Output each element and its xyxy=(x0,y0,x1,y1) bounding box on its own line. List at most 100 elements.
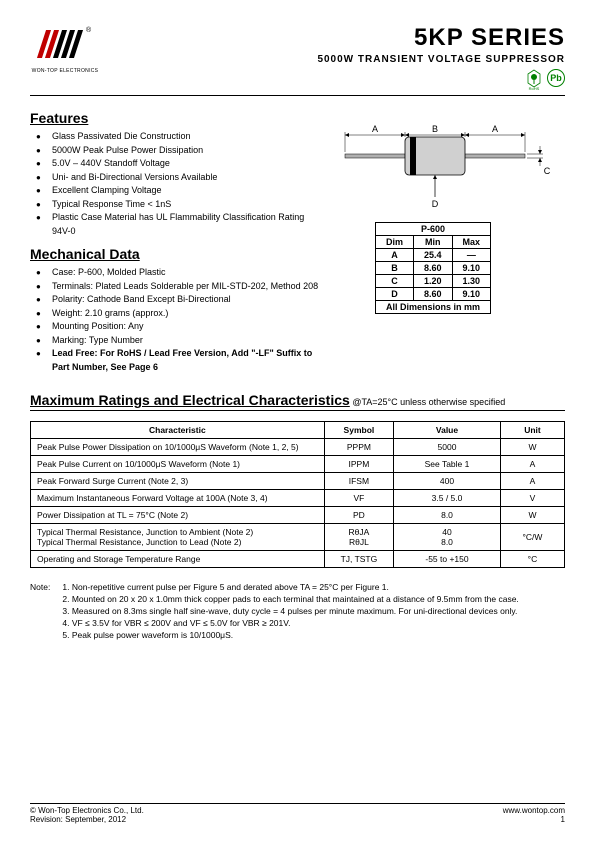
char-cell: Maximum Instantaneous Forward Voltage at… xyxy=(31,490,325,507)
pb-free-icon: Pb xyxy=(547,69,565,87)
dimension-table: P-600 Dim Min Max A25.4— B8.609.10 C1.20… xyxy=(375,222,491,314)
svg-text:RoHS: RoHS xyxy=(529,86,540,91)
char-header: Unit xyxy=(500,422,564,439)
char-cell: 400 xyxy=(394,473,501,490)
mechanical-item: Case: P-600, Molded Plastic xyxy=(36,266,325,280)
char-cell: IFSM xyxy=(324,473,393,490)
char-row: Peak Pulse Current on 10/1000μS Waveform… xyxy=(31,456,565,473)
dim-cell: 8.60 xyxy=(414,262,453,275)
svg-text:C: C xyxy=(544,166,551,176)
dim-header: Min xyxy=(414,236,453,249)
copyright: © Won-Top Electronics Co., Ltd. xyxy=(30,806,144,815)
char-cell: W xyxy=(500,507,564,524)
char-cell: TJ, TSTG xyxy=(324,551,393,568)
char-cell: Typical Thermal Resistance, Junction to … xyxy=(31,524,325,551)
mechanical-item: Mounting Position: Any xyxy=(36,320,325,334)
mechanical-item: Polarity: Cathode Band Except Bi-Directi… xyxy=(36,293,325,307)
char-cell: 40 8.0 xyxy=(394,524,501,551)
page-footer: © Won-Top Electronics Co., Ltd. Revision… xyxy=(30,803,565,824)
mechanical-leadfree: Lead Free: For RoHS / Lead Free Version,… xyxy=(36,347,325,374)
dim-cell: 1.20 xyxy=(414,275,453,288)
char-cell: 8.0 xyxy=(394,507,501,524)
char-cell: PPPM xyxy=(324,439,393,456)
char-title: Maximum Ratings and Electrical Character… xyxy=(30,392,350,408)
dim-cell: D xyxy=(376,288,414,301)
note-item: 2. Mounted on 20 x 20 x 1.0mm thick copp… xyxy=(62,594,518,604)
feature-item: Glass Passivated Die Construction xyxy=(36,130,325,144)
char-cell: Peak Pulse Power Dissipation on 10/1000μ… xyxy=(31,439,325,456)
feature-item: Typical Response Time < 1nS xyxy=(36,198,325,212)
title-block: 5KP SERIES 5000W TRANSIENT VOLTAGE SUPPR… xyxy=(317,24,565,93)
note-item: 5. Peak pulse power waveform is 10/1000μ… xyxy=(62,630,233,640)
mechanical-item: Weight: 2.10 grams (approx.) xyxy=(36,307,325,321)
char-cell: W xyxy=(500,439,564,456)
char-row: Typical Thermal Resistance, Junction to … xyxy=(31,524,565,551)
char-cell: °C/W xyxy=(500,524,564,551)
char-row: Peak Forward Surge Current (Note 2, 3)IF… xyxy=(31,473,565,490)
page-header: ® WON-TOP ELECTRONICS 5KP SERIES 5000W T… xyxy=(30,24,565,93)
feature-item: 5000W Peak Pulse Power Dissipation xyxy=(36,144,325,158)
features-list: Glass Passivated Die Construction 5000W … xyxy=(30,130,325,238)
char-cell: VF xyxy=(324,490,393,507)
char-cell: Operating and Storage Temperature Range xyxy=(31,551,325,568)
footer-rule xyxy=(30,803,565,804)
notes-block: Note: 1. Non-repetitive current pulse pe… xyxy=(30,582,565,641)
char-cell: A xyxy=(500,456,564,473)
feature-item: Uni- and Bi-Directional Versions Availab… xyxy=(36,171,325,185)
note-item: 1. Non-repetitive current pulse per Figu… xyxy=(62,582,389,592)
char-row: Maximum Instantaneous Forward Voltage at… xyxy=(31,490,565,507)
char-condition: @TA=25°C unless otherwise specified xyxy=(352,397,505,407)
dim-cell: 9.10 xyxy=(452,288,491,301)
compliance-icons: RoHS Pb xyxy=(317,69,565,93)
char-header: Symbol xyxy=(324,422,393,439)
company-logo: ® WON-TOP ELECTRONICS xyxy=(30,24,100,72)
char-header: Value xyxy=(394,422,501,439)
svg-text:®: ® xyxy=(86,26,92,34)
char-cell: V xyxy=(500,490,564,507)
dim-footer: All Dimensions in mm xyxy=(376,301,491,314)
char-row: Power Dissipation at TL = 75°C (Note 2)P… xyxy=(31,507,565,524)
char-cell: RθJA RθJL xyxy=(324,524,393,551)
char-cell: 5000 xyxy=(394,439,501,456)
revision: Revision: September, 2012 xyxy=(30,815,126,824)
notes-label: Note: xyxy=(30,582,60,594)
char-row: Operating and Storage Temperature RangeT… xyxy=(31,551,565,568)
dim-cell: 25.4 xyxy=(414,249,453,262)
char-rule xyxy=(30,410,565,411)
footer-right: www.wontop.com 1 xyxy=(503,806,565,824)
footer-url: www.wontop.com xyxy=(503,806,565,815)
char-cell: 3.5 / 5.0 xyxy=(394,490,501,507)
char-cell: A xyxy=(500,473,564,490)
notes-body: 1. Non-repetitive current pulse per Figu… xyxy=(62,582,552,641)
series-title: 5KP SERIES xyxy=(317,24,565,52)
char-header: Characteristic xyxy=(31,422,325,439)
dim-cell: A xyxy=(376,249,414,262)
svg-text:D: D xyxy=(432,199,439,209)
characteristics-section: Maximum Ratings and Electrical Character… xyxy=(30,392,565,568)
char-cell: Peak Forward Surge Current (Note 2, 3) xyxy=(31,473,325,490)
mechanical-item: Terminals: Plated Leads Solderable per M… xyxy=(36,280,325,294)
char-cell: IPPM xyxy=(324,456,393,473)
mechanical-item: Marking: Type Number xyxy=(36,334,325,348)
package-diagram: A B A C D xyxy=(335,102,555,212)
dim-cell: B xyxy=(376,262,414,275)
dim-header: Max xyxy=(452,236,491,249)
char-cell: Power Dissipation at TL = 75°C (Note 2) xyxy=(31,507,325,524)
char-cell: -55 to +150 xyxy=(394,551,501,568)
footer-left: © Won-Top Electronics Co., Ltd. Revision… xyxy=(30,806,144,824)
note-item: 3. Measured on 8.3ms single half sine-wa… xyxy=(62,606,517,616)
page-number: 1 xyxy=(561,815,565,824)
svg-text:A: A xyxy=(372,124,378,134)
char-row: Peak Pulse Power Dissipation on 10/1000μ… xyxy=(31,439,565,456)
dim-cell: 9.10 xyxy=(452,262,491,275)
feature-item: Excellent Clamping Voltage xyxy=(36,184,325,198)
header-rule xyxy=(30,95,565,96)
char-cell: Peak Pulse Current on 10/1000μS Waveform… xyxy=(31,456,325,473)
features-title: Features xyxy=(30,110,325,126)
logo-text: WON-TOP ELECTRONICS xyxy=(30,68,100,74)
dim-header: Dim xyxy=(376,236,414,249)
dim-cell: 1.30 xyxy=(452,275,491,288)
subtitle: 5000W TRANSIENT VOLTAGE SUPPRESSOR xyxy=(317,54,565,65)
char-cell: See Table 1 xyxy=(394,456,501,473)
dim-table-title: P-600 xyxy=(376,223,491,236)
